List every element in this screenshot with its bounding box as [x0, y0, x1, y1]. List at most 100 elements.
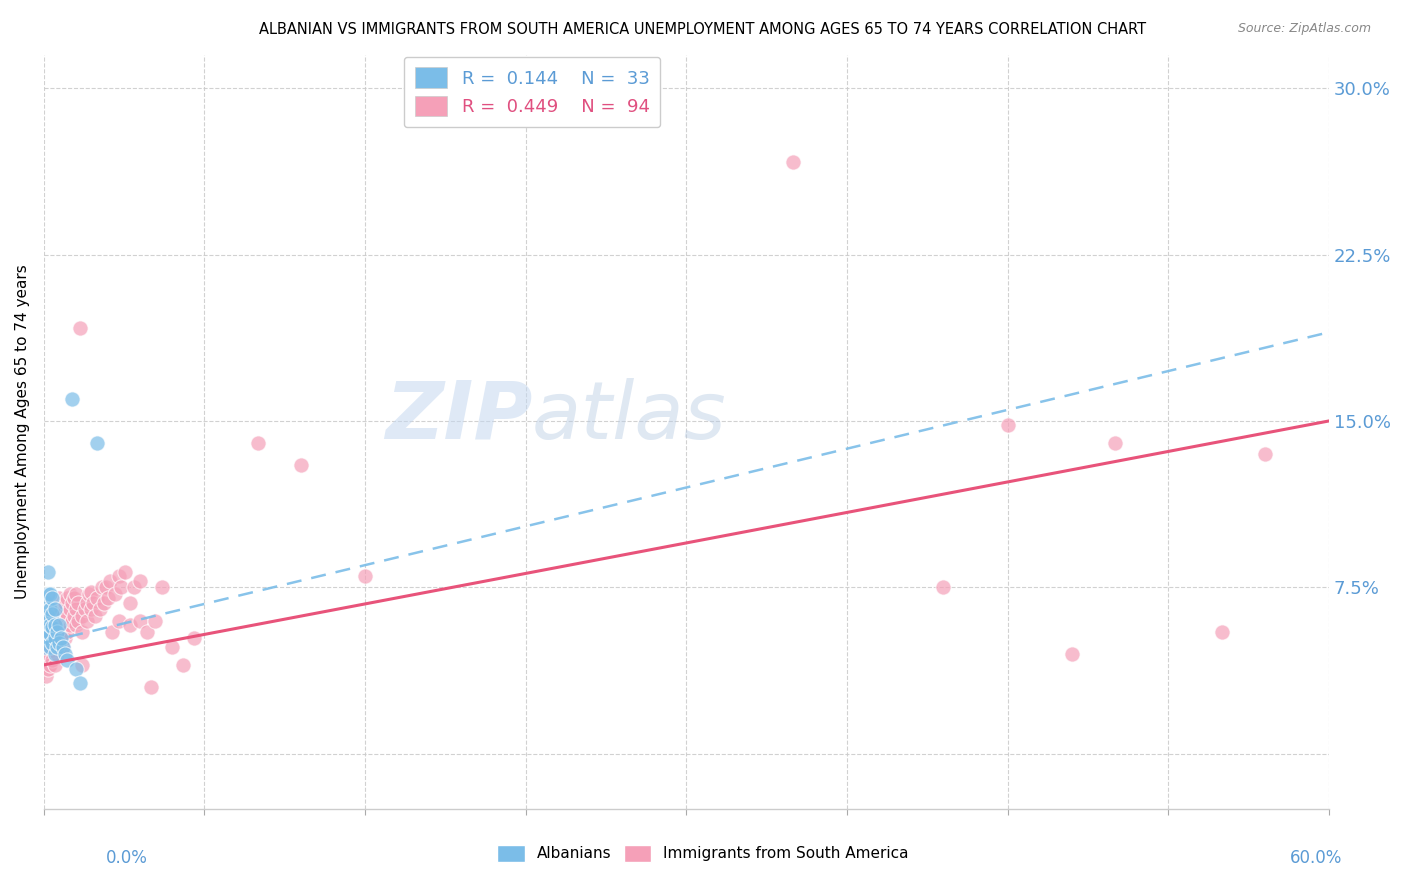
Point	[35, 669, 58, 683]
Point	[45, 624, 67, 639]
Point	[53, 632, 76, 646]
Point	[44, 640, 66, 654]
Point	[183, 632, 205, 646]
Point	[73, 602, 96, 616]
Point	[39, 624, 62, 639]
Point	[41, 618, 63, 632]
Point	[53, 647, 76, 661]
Point	[77, 587, 100, 601]
Point	[44, 624, 66, 639]
Point	[143, 614, 166, 628]
Point	[35, 653, 58, 667]
Point	[58, 587, 80, 601]
Point	[290, 458, 312, 473]
Point	[135, 624, 157, 639]
Point	[86, 436, 108, 450]
Point	[782, 154, 804, 169]
Point	[162, 640, 184, 654]
Point	[69, 321, 91, 335]
Text: Source: ZipAtlas.com: Source: ZipAtlas.com	[1237, 22, 1371, 36]
Point	[37, 587, 59, 601]
Point	[72, 609, 94, 624]
Text: atlas: atlas	[531, 378, 727, 456]
Point	[39, 657, 62, 672]
Point	[48, 636, 70, 650]
Point	[44, 647, 66, 661]
Point	[997, 418, 1019, 433]
Point	[56, 653, 79, 667]
Point	[84, 609, 107, 624]
Point	[150, 580, 173, 594]
Point	[76, 614, 98, 628]
Point	[39, 640, 62, 654]
Point	[37, 609, 59, 624]
Point	[44, 609, 66, 624]
Point	[48, 618, 70, 632]
Point	[48, 640, 70, 654]
Point	[97, 591, 120, 606]
Point	[39, 640, 62, 654]
Text: 0.0%: 0.0%	[105, 849, 148, 867]
Legend: Albanians, Immigrants from South America: Albanians, Immigrants from South America	[491, 838, 915, 868]
Point	[1060, 647, 1083, 661]
Point	[56, 607, 79, 621]
Point	[63, 591, 86, 606]
Point	[41, 653, 63, 667]
Point	[49, 618, 72, 632]
Point	[1253, 447, 1275, 461]
Point	[69, 675, 91, 690]
Point	[82, 596, 104, 610]
Point	[35, 614, 58, 628]
Point	[41, 607, 63, 621]
Point	[110, 580, 132, 594]
Point	[49, 632, 72, 646]
Point	[65, 662, 87, 676]
Point	[129, 574, 152, 588]
Text: ZIP: ZIP	[385, 378, 531, 456]
Point	[37, 624, 59, 639]
Point	[37, 647, 59, 661]
Point	[52, 640, 75, 654]
Point	[44, 632, 66, 646]
Point	[65, 602, 87, 616]
Point	[65, 587, 87, 601]
Point	[39, 618, 62, 632]
Point	[1104, 436, 1126, 450]
Text: ALBANIAN VS IMMIGRANTS FROM SOUTH AMERICA UNEMPLOYMENT AMONG AGES 65 TO 74 YEARS: ALBANIAN VS IMMIGRANTS FROM SOUTH AMERIC…	[260, 22, 1146, 37]
Point	[58, 602, 80, 616]
Point	[53, 596, 76, 610]
Point	[48, 607, 70, 621]
Point	[80, 584, 103, 599]
Point	[45, 632, 67, 646]
Point	[48, 591, 70, 606]
Point	[49, 636, 72, 650]
Point	[72, 657, 94, 672]
Point	[89, 602, 111, 616]
Point	[65, 618, 87, 632]
Point	[44, 618, 66, 632]
Point	[41, 591, 63, 606]
Point	[35, 636, 58, 650]
Point	[67, 614, 90, 628]
Point	[98, 574, 121, 588]
Point	[101, 624, 124, 639]
Point	[122, 580, 145, 594]
Point	[32, 657, 55, 672]
Point	[129, 614, 152, 628]
Point	[41, 636, 63, 650]
Point	[80, 602, 103, 616]
Point	[52, 624, 75, 639]
Point	[52, 640, 75, 654]
Point	[60, 392, 83, 406]
Point	[44, 657, 66, 672]
Point	[45, 614, 67, 628]
Point	[172, 657, 194, 672]
Point	[247, 436, 270, 450]
Point	[103, 587, 125, 601]
Point	[44, 602, 66, 616]
Point	[32, 632, 55, 646]
Point	[41, 636, 63, 650]
Point	[354, 569, 377, 583]
Point	[118, 596, 141, 610]
Point	[94, 580, 117, 594]
